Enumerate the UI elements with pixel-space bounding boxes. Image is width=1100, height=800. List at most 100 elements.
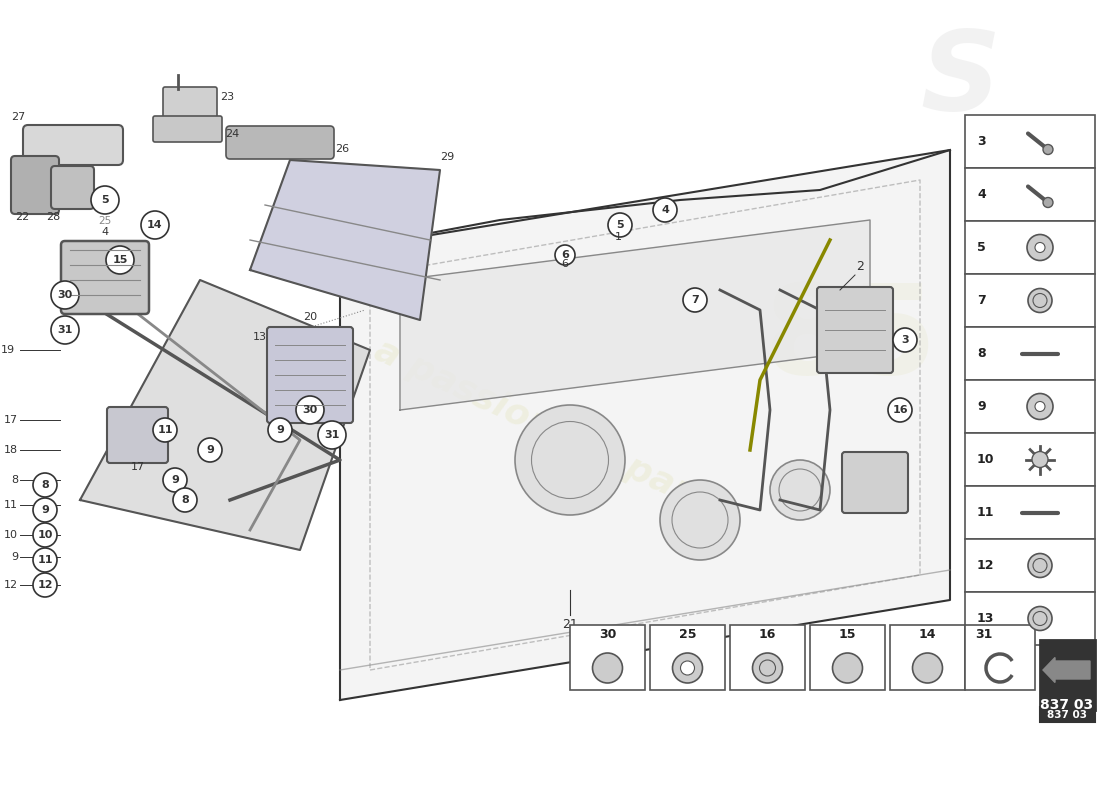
Circle shape <box>683 288 707 312</box>
Text: 6: 6 <box>561 250 569 260</box>
Circle shape <box>1027 234 1053 261</box>
Text: 16: 16 <box>892 405 907 415</box>
Bar <box>965 221 1094 274</box>
Circle shape <box>106 246 134 274</box>
Circle shape <box>91 186 119 214</box>
Text: 21: 21 <box>562 618 578 631</box>
Text: 9: 9 <box>977 400 986 413</box>
Text: 11: 11 <box>157 425 173 435</box>
FancyBboxPatch shape <box>226 126 334 159</box>
FancyBboxPatch shape <box>23 125 123 165</box>
Circle shape <box>198 438 222 462</box>
Text: 9: 9 <box>41 505 48 515</box>
Text: 4: 4 <box>661 205 669 215</box>
FancyBboxPatch shape <box>817 287 893 373</box>
Text: 31: 31 <box>324 430 340 440</box>
Text: 26: 26 <box>336 144 349 154</box>
Text: 12: 12 <box>977 559 994 572</box>
FancyBboxPatch shape <box>11 156 59 214</box>
Text: 20: 20 <box>302 312 317 322</box>
FancyBboxPatch shape <box>163 87 217 119</box>
Text: 10: 10 <box>4 530 18 540</box>
Text: 12: 12 <box>4 580 18 590</box>
Circle shape <box>51 316 79 344</box>
Circle shape <box>752 653 782 683</box>
Text: 7: 7 <box>977 294 986 307</box>
Circle shape <box>296 396 324 424</box>
Text: 8: 8 <box>977 347 986 360</box>
Circle shape <box>888 398 912 422</box>
Text: 3: 3 <box>977 135 986 148</box>
Bar <box>965 539 1094 592</box>
Bar <box>890 625 965 690</box>
Circle shape <box>173 488 197 512</box>
Text: 8: 8 <box>182 495 189 505</box>
Circle shape <box>33 498 57 522</box>
Circle shape <box>1028 289 1052 313</box>
Text: 9: 9 <box>11 552 18 562</box>
Circle shape <box>1032 451 1048 467</box>
FancyBboxPatch shape <box>153 116 222 142</box>
Text: 17: 17 <box>4 415 18 425</box>
Bar <box>1040 707 1094 722</box>
Polygon shape <box>250 160 440 320</box>
Text: 5: 5 <box>977 241 986 254</box>
Circle shape <box>153 418 177 442</box>
Text: 6: 6 <box>561 259 569 269</box>
Circle shape <box>515 405 625 515</box>
Text: 25: 25 <box>679 629 696 642</box>
Text: 31: 31 <box>975 629 992 642</box>
Circle shape <box>672 653 703 683</box>
Bar <box>1040 640 1094 710</box>
Text: 10: 10 <box>977 453 994 466</box>
Circle shape <box>770 460 830 520</box>
Circle shape <box>1028 606 1052 630</box>
Circle shape <box>681 661 694 675</box>
Circle shape <box>608 213 632 237</box>
Text: 9: 9 <box>206 445 213 455</box>
Bar <box>965 433 1094 486</box>
Circle shape <box>318 421 346 449</box>
Text: 27: 27 <box>11 112 25 122</box>
Text: 15: 15 <box>112 255 128 265</box>
Text: 30: 30 <box>57 290 73 300</box>
Bar <box>965 486 1094 539</box>
Text: 13: 13 <box>253 332 267 342</box>
Bar <box>965 625 1035 690</box>
Text: 5: 5 <box>616 220 624 230</box>
Text: 8: 8 <box>11 475 18 485</box>
Circle shape <box>1043 145 1053 154</box>
Bar <box>965 274 1094 327</box>
Text: 16: 16 <box>759 629 777 642</box>
FancyBboxPatch shape <box>842 452 908 513</box>
Text: 837 03: 837 03 <box>1041 698 1093 712</box>
Text: 24: 24 <box>226 129 240 139</box>
Text: 85: 85 <box>763 279 937 401</box>
Text: a passion for parts: a passion for parts <box>368 334 732 526</box>
Text: 25: 25 <box>98 216 111 226</box>
Bar <box>965 380 1094 433</box>
Bar <box>965 592 1094 645</box>
Text: 3: 3 <box>901 335 909 345</box>
Bar <box>650 625 725 690</box>
Text: 9: 9 <box>172 475 179 485</box>
Text: 17: 17 <box>131 462 145 472</box>
Bar <box>965 168 1094 221</box>
Circle shape <box>33 573 57 597</box>
Text: 23: 23 <box>220 92 234 102</box>
Text: 22: 22 <box>15 212 30 222</box>
Circle shape <box>893 328 917 352</box>
FancyBboxPatch shape <box>60 241 148 314</box>
Text: 19: 19 <box>1 345 15 355</box>
Circle shape <box>33 548 57 572</box>
Circle shape <box>1027 394 1053 419</box>
Text: 11: 11 <box>977 506 994 519</box>
Text: 29: 29 <box>440 152 454 162</box>
Text: 9: 9 <box>276 425 284 435</box>
FancyBboxPatch shape <box>51 166 94 209</box>
Text: 15: 15 <box>838 629 856 642</box>
Text: 13: 13 <box>977 612 994 625</box>
Circle shape <box>1028 554 1052 578</box>
Circle shape <box>660 480 740 560</box>
Bar <box>730 625 805 690</box>
